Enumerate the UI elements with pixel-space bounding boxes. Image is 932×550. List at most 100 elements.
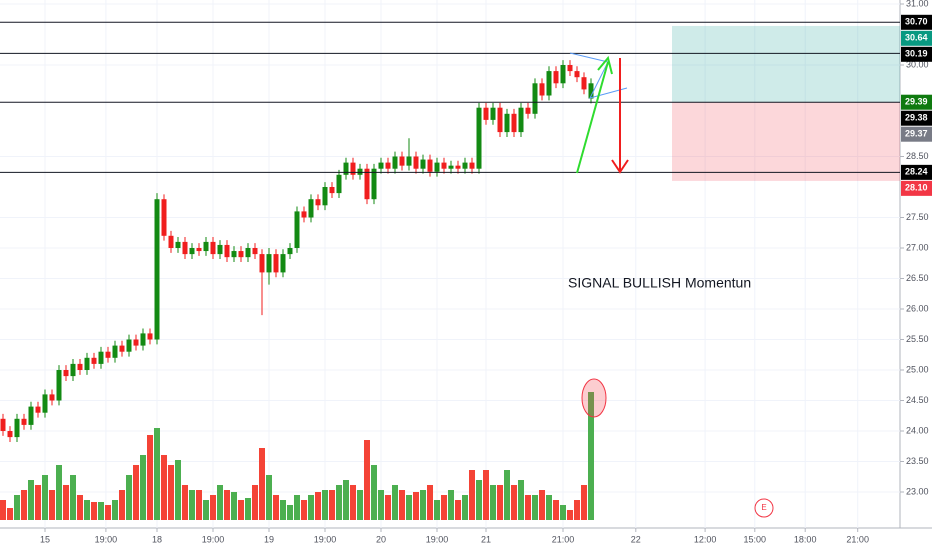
x-tick-label: 19: [264, 534, 274, 544]
candle-body: [490, 107, 496, 120]
candle-body: [238, 251, 244, 258]
volume-bar: [287, 505, 293, 520]
price-tag: [901, 110, 932, 126]
candle-body: [462, 162, 468, 169]
x-tick-label: 19:00: [95, 534, 118, 544]
position-zones: [672, 25, 900, 181]
volume-bar: [154, 428, 160, 520]
axes: 31.00 30.00 28.50 27.50 27.00 26.50 26.00 25.50…: [40, 0, 932, 544]
candle-body: [140, 333, 146, 346]
candle-body: [273, 254, 279, 273]
price-tag: [901, 30, 932, 46]
candle-body: [28, 406, 34, 425]
candle-body: [546, 71, 552, 96]
x-tick-label: 19:00: [202, 534, 225, 544]
candles: [0, 60, 594, 442]
volume-bar: [56, 465, 62, 520]
x-tick-label: 20: [376, 534, 386, 544]
candle-body: [84, 357, 90, 370]
triangle-drawing: [569, 52, 628, 99]
volume-bar: [427, 485, 433, 520]
candle-body: [259, 254, 265, 273]
y-tick-label: 26.00: [906, 303, 929, 313]
candle-body: [189, 248, 195, 255]
y-tick-label: 26.50: [906, 273, 929, 283]
x-tick-label: 19:00: [314, 534, 337, 544]
candle-body: [224, 244, 230, 258]
candle-body: [420, 159, 426, 169]
volume-bar: [98, 502, 104, 520]
volume-bar: [84, 500, 90, 520]
candle-body: [364, 168, 370, 200]
volume-bar: [483, 470, 489, 520]
volume-bar: [329, 490, 335, 520]
candle-body: [77, 363, 83, 370]
volume-bar: [350, 485, 356, 520]
volume-bar: [140, 455, 146, 520]
x-tick-label: 21:00: [846, 534, 869, 544]
volume-bar: [231, 492, 237, 520]
y-tick-label: 25.00: [906, 364, 929, 374]
price-tag: [901, 180, 932, 196]
candle-body: [315, 199, 321, 206]
candle-body: [539, 83, 545, 96]
volume-bar: [77, 495, 83, 520]
price-tag-label: 30.64: [905, 33, 928, 43]
volume-bar: [448, 490, 454, 520]
x-tick-label: 18: [152, 534, 162, 544]
volume-bar: [588, 392, 594, 520]
candle-body: [63, 370, 69, 377]
volume-bar: [210, 495, 216, 520]
x-tick-label: 22: [631, 534, 641, 544]
volume-bar: [168, 465, 174, 520]
volume-bar: [273, 495, 279, 520]
candle-body: [532, 83, 538, 114]
candle-body: [133, 339, 139, 346]
candle-body: [56, 370, 62, 401]
candle-body: [469, 162, 475, 169]
volume-bar: [364, 440, 370, 520]
candle-body: [427, 159, 433, 172]
candle-body: [343, 162, 349, 175]
x-tick-label: 19:00: [426, 534, 449, 544]
volume-bar: [532, 495, 538, 520]
candle-body: [245, 248, 251, 258]
candle-body: [287, 248, 293, 255]
volume-bar: [518, 480, 524, 520]
candle-body: [511, 113, 517, 133]
candle-body: [588, 83, 594, 99]
green-arrow-head: [597, 55, 613, 75]
volume-bar: [504, 470, 510, 520]
volume-bar: [42, 475, 48, 520]
volume-bar: [413, 492, 419, 520]
volume-bar: [392, 485, 398, 520]
candle-body: [448, 165, 454, 169]
volume-bar: [574, 500, 580, 520]
x-tick-label: 15:00: [744, 534, 767, 544]
candle-body: [21, 418, 27, 425]
candle-body: [553, 71, 559, 84]
candle-body: [476, 107, 482, 169]
candle-body: [357, 168, 363, 175]
price-tag-label: 29.37: [905, 129, 928, 139]
volume-bar: [112, 500, 118, 520]
price-tag: [901, 94, 932, 110]
candle-body: [0, 418, 6, 431]
volume-bar: [28, 480, 34, 520]
volume-bar: [280, 500, 286, 520]
volume-bar: [189, 490, 195, 520]
volume-bar: [546, 495, 552, 520]
price-tag: [901, 46, 932, 62]
candle-body: [525, 107, 531, 114]
stop-zone: [672, 102, 900, 181]
candle-body: [182, 241, 188, 255]
candle-body: [98, 351, 104, 364]
volume-bar: [322, 490, 328, 520]
x-tick-label: 21:00: [552, 534, 575, 544]
candle-body: [203, 241, 209, 252]
price-tag: [901, 126, 932, 142]
candle-body: [497, 107, 503, 133]
volume-highlight: [581, 378, 607, 418]
volume-bar: [434, 500, 440, 520]
volume-bar: [126, 475, 132, 520]
